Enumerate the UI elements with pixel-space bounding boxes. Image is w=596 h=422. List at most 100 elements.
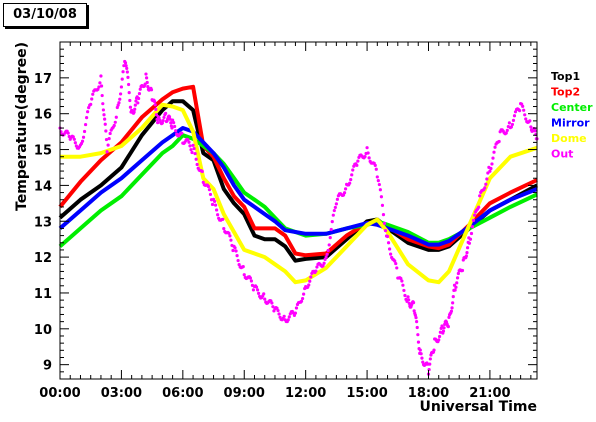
out-marker	[126, 75, 130, 79]
out-marker	[124, 64, 128, 68]
out-marker	[282, 314, 286, 318]
out-marker	[72, 137, 76, 141]
legend-mirror: Mirror	[551, 117, 590, 130]
out-marker	[168, 117, 172, 121]
out-marker	[471, 218, 476, 222]
out-marker	[491, 156, 495, 160]
out-marker	[388, 247, 392, 251]
out-marker	[509, 125, 514, 129]
out-marker	[322, 261, 326, 265]
out-marker	[103, 117, 107, 121]
out-marker	[241, 264, 245, 269]
out-marker	[440, 324, 444, 328]
out-marker	[103, 122, 107, 126]
out-marker	[210, 202, 215, 207]
out-marker	[438, 330, 442, 334]
out-marker	[504, 131, 508, 135]
y-tick-label: 9	[43, 359, 52, 374]
out-marker	[154, 107, 158, 111]
out-marker	[144, 72, 148, 76]
out-marker	[533, 129, 537, 133]
out-marker	[233, 246, 237, 250]
out-marker	[249, 279, 254, 283]
out-marker	[231, 248, 235, 253]
out-marker	[127, 90, 131, 95]
out-marker	[367, 156, 371, 160]
out-marker	[122, 64, 126, 68]
out-marker	[326, 248, 330, 253]
out-marker	[117, 101, 121, 105]
out-marker	[107, 137, 111, 141]
out-marker	[488, 169, 492, 173]
out-marker	[123, 61, 128, 65]
out-marker	[455, 281, 459, 285]
out-marker	[98, 81, 102, 85]
out-marker	[375, 175, 379, 179]
out-marker	[212, 199, 217, 203]
out-marker	[229, 238, 233, 242]
out-marker	[133, 107, 137, 111]
out-marker	[428, 357, 432, 361]
out-marker	[180, 131, 184, 135]
out-marker	[262, 292, 266, 296]
out-marker	[270, 301, 274, 305]
out-marker	[213, 203, 218, 207]
out-marker	[470, 225, 475, 229]
out-marker	[393, 259, 397, 263]
out-marker	[386, 241, 391, 245]
out-marker	[136, 101, 140, 105]
date-label: 03/10/08	[3, 3, 87, 27]
out-marker	[414, 316, 418, 320]
out-marker	[349, 178, 353, 182]
legend-out: Out	[551, 148, 573, 161]
out-marker	[385, 234, 390, 239]
out-marker	[255, 288, 260, 292]
out-marker	[221, 217, 225, 221]
series-dome	[60, 102, 538, 285]
out-marker	[413, 313, 417, 317]
out-marker	[125, 66, 129, 70]
plot-frame	[59, 41, 538, 380]
out-marker	[208, 192, 213, 197]
out-marker	[374, 167, 378, 171]
out-marker	[356, 159, 360, 163]
series-mirror	[58, 126, 538, 247]
out-marker	[432, 348, 436, 352]
x-tick-label: 09:00	[224, 386, 265, 401]
out-marker	[271, 305, 275, 309]
out-marker	[227, 231, 231, 235]
x-tick-label: 21:00	[469, 386, 510, 401]
out-marker	[329, 227, 333, 232]
out-marker	[335, 197, 339, 201]
out-marker	[172, 121, 176, 125]
out-marker	[120, 77, 124, 81]
out-marker	[365, 146, 369, 150]
out-marker	[89, 102, 93, 106]
legend-center: Center	[551, 101, 593, 114]
out-marker	[442, 326, 446, 330]
out-marker	[234, 249, 238, 253]
out-marker	[468, 237, 473, 241]
out-marker	[394, 261, 398, 266]
out-marker	[484, 182, 488, 186]
out-marker	[121, 70, 125, 74]
out-marker	[332, 208, 336, 213]
out-marker	[118, 97, 122, 101]
out-marker	[112, 123, 116, 128]
out-marker	[415, 325, 419, 330]
out-marker	[294, 306, 299, 310]
out-marker	[170, 126, 174, 130]
out-marker	[302, 292, 306, 296]
out-marker	[380, 203, 385, 207]
out-marker	[521, 104, 525, 108]
out-marker	[331, 213, 335, 217]
out-marker	[333, 205, 337, 210]
out-marker	[254, 285, 259, 289]
out-marker	[99, 84, 104, 88]
out-marker	[105, 150, 109, 154]
x-tick-label: 06:00	[162, 386, 203, 401]
out-marker	[108, 131, 112, 136]
out-marker	[416, 333, 420, 337]
out-marker	[447, 315, 451, 319]
